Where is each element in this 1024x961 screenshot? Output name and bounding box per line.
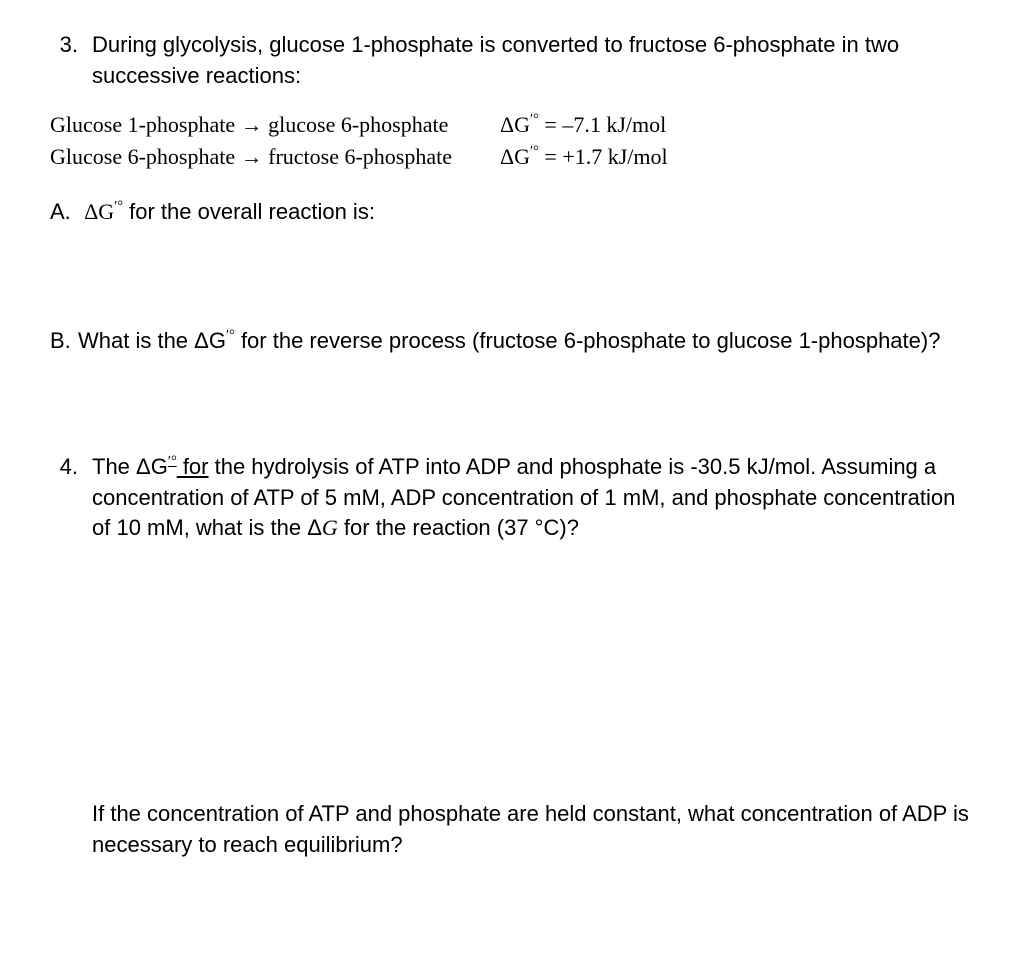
r2-dg-sup: ʹ° <box>530 144 539 160</box>
q4-line2-g: G <box>322 515 338 540</box>
r2-arrow: → <box>241 144 263 169</box>
q3-part-b-sup: ʹ° <box>226 328 235 344</box>
q3-part-b-post: for the reverse process (fructose 6-phos… <box>235 328 941 353</box>
q4-line1-pre: The ΔG <box>92 454 168 479</box>
r1-dg-prefix: ΔG <box>500 112 530 137</box>
q3-part-a-label: A. <box>50 197 78 228</box>
reaction-row-1: Glucose 1-phosphate → glucose 6-phosphat… <box>50 110 974 141</box>
q3-intro-text: During glycolysis, glucose 1-phosphate i… <box>92 30 974 92</box>
r1-rhs: glucose 6-phosphate <box>268 112 448 137</box>
q4-line1-post: the hydrolysis of ATP into ADP and phosp… <box>209 454 817 479</box>
r1-lhs: Glucose 1-phosphate <box>50 112 235 137</box>
reactions-block: Glucose 1-phosphate → glucose 6-phosphat… <box>50 110 974 174</box>
r2-dg-value: = +1.7 kJ/mol <box>539 144 668 169</box>
q3-part-a-sup: ʹ° <box>114 199 123 215</box>
r1-dg-value: = –7.1 kJ/mol <box>539 112 666 137</box>
reaction-dg-1: ΔGʹ° = –7.1 kJ/mol <box>500 110 666 141</box>
reaction-dg-2: ΔGʹ° = +1.7 kJ/mol <box>500 142 668 173</box>
q4-followup: If the concentration of ATP and phosphat… <box>92 799 974 861</box>
q3-part-b-label: B. <box>50 326 78 357</box>
reaction-eq-1: Glucose 1-phosphate → glucose 6-phosphat… <box>50 110 500 141</box>
q4-number: 4. <box>50 452 92 544</box>
r2-rhs: fructose 6-phosphate <box>268 144 452 169</box>
q3-intro-row: 3. During glycolysis, glucose 1-phosphat… <box>50 30 974 92</box>
q3-number: 3. <box>50 30 92 92</box>
q3-part-b-pre: What is the ΔG <box>78 328 226 353</box>
r1-dg-sup: ʹ° <box>530 111 539 127</box>
q4-text: The ΔGʹ° for the hydrolysis of ATP into … <box>92 452 974 544</box>
r2-lhs: Glucose 6-phosphate <box>50 144 235 169</box>
q4-line1-sup: ʹ° <box>168 453 177 469</box>
q3-part-a-dg: ΔG <box>84 199 114 224</box>
q3-part-a: A. ΔGʹ° for the overall reaction is: <box>50 197 974 228</box>
q3-part-a-text: for the overall reaction is: <box>123 199 375 224</box>
q4-line1-uline: for <box>177 454 209 479</box>
q3-part-b: B. What is the ΔGʹ° for the reverse proc… <box>50 326 974 357</box>
q4-line2-post: for the reaction (37 °C)? <box>338 515 579 540</box>
q3-part-b-text-container: What is the ΔGʹ° for the reverse process… <box>78 326 974 357</box>
reaction-eq-2: Glucose 6-phosphate → fructose 6-phospha… <box>50 142 500 173</box>
reaction-row-2: Glucose 6-phosphate → fructose 6-phospha… <box>50 142 974 173</box>
r1-arrow: → <box>241 112 263 137</box>
r2-dg-prefix: ΔG <box>500 144 530 169</box>
q4-row: 4. The ΔGʹ° for the hydrolysis of ATP in… <box>50 452 974 544</box>
